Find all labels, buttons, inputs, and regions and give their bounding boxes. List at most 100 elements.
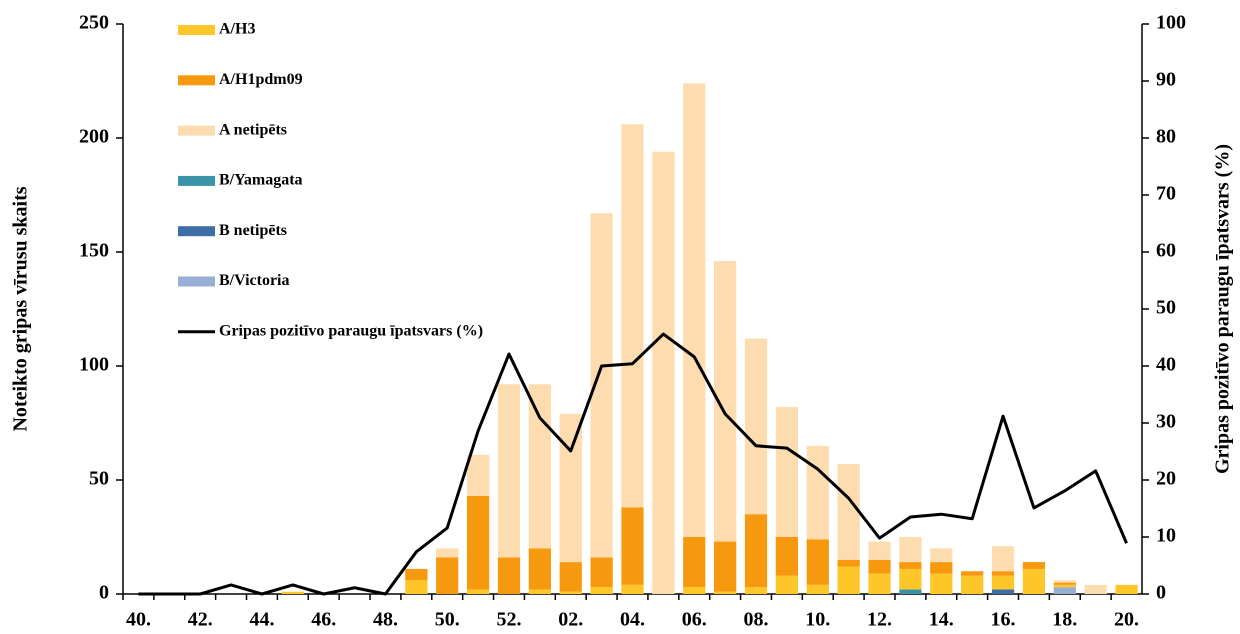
bar-segment [744, 587, 768, 594]
bar-segment [621, 507, 644, 585]
y2-tick-label: 60 [1156, 240, 1176, 262]
bar-segment [775, 537, 799, 576]
x-tick-label: 06. [682, 609, 707, 631]
x-tick-label: 40. [126, 609, 151, 631]
bar-segment [590, 213, 613, 558]
bar-segment [930, 573, 953, 594]
bar-segment [1022, 568, 1046, 594]
bar-segment [281, 591, 304, 594]
bar-segment [961, 575, 984, 594]
bar-segment [714, 261, 737, 542]
bar-segment [899, 568, 922, 590]
bar-segment [405, 580, 428, 594]
bar-segment [621, 584, 644, 594]
bar-segment [991, 589, 1015, 594]
legend-swatch [178, 25, 215, 35]
bar-segment [930, 548, 953, 563]
bar-segment [559, 413, 582, 563]
bar-segment [590, 587, 613, 594]
bar-segment [1053, 582, 1076, 585]
x-tick-label: 08. [744, 609, 769, 631]
y2-tick-label: 50 [1156, 297, 1176, 319]
bar-segment [775, 575, 799, 594]
y2-tick-label: 10 [1156, 525, 1176, 547]
bar-segment [528, 548, 551, 590]
bar-segment [806, 445, 829, 540]
bar-segment [806, 584, 829, 594]
bar-segment [1053, 587, 1076, 594]
legend-label: A/H3 [219, 21, 255, 38]
x-tick-label: 48. [373, 609, 398, 631]
bar-segment [683, 537, 706, 588]
bar-segment [1022, 562, 1046, 569]
bar-segment [559, 591, 582, 594]
bar-segment [868, 559, 891, 574]
bar-segment [899, 589, 922, 594]
x-tick-label: 04. [620, 609, 645, 631]
bar-segment [1115, 584, 1138, 594]
bar-segment [652, 151, 675, 594]
bar-segment [775, 407, 799, 537]
x-tick-label: 02. [558, 609, 583, 631]
line-series [138, 332, 1128, 596]
y-tick-label: 250 [79, 12, 109, 34]
bar-segment [744, 338, 768, 515]
bar-segment [961, 571, 984, 576]
bar-segment [714, 541, 737, 592]
x-tick-label: 44. [249, 609, 274, 631]
x-tick-label: 52. [496, 609, 521, 631]
legend-swatch [178, 75, 215, 86]
legend-swatch [178, 175, 215, 186]
y-tick-label: 100 [79, 354, 109, 376]
bar-segment [466, 454, 490, 496]
bar-segment [1084, 584, 1107, 594]
legend-label: A netipēts [219, 121, 287, 138]
bar-segment [899, 562, 922, 569]
bar-segment [868, 541, 891, 560]
legend-label: B netipēts [219, 222, 287, 239]
bar-segment [991, 546, 1015, 572]
y-tick-label: 200 [79, 126, 109, 148]
bar-segment [744, 514, 768, 588]
x-tick-label: 14. [929, 609, 954, 631]
y2-tick-label: 80 [1156, 126, 1176, 148]
y2-tick-label: 40 [1156, 354, 1176, 376]
bar-segment [497, 557, 521, 594]
bar-segment [837, 566, 860, 594]
legend-swatch [178, 125, 215, 136]
bar-segment [899, 537, 922, 563]
bar-segment [621, 124, 644, 508]
y2-tick-label: 20 [1156, 468, 1176, 490]
x-tick-label: 20. [1114, 609, 1139, 631]
legend-swatch [178, 226, 215, 237]
bar-segment [991, 575, 1015, 590]
legend-label: B/Victoria [219, 272, 290, 289]
y2-tick-label: 90 [1156, 69, 1176, 91]
bar-segment [497, 384, 521, 558]
bar-segment [683, 83, 706, 537]
y2-tick-label: 30 [1156, 411, 1176, 433]
bar-segment [528, 384, 551, 549]
bar-segment [590, 557, 613, 588]
bar-segment [991, 571, 1015, 576]
x-tick-label: 50. [435, 609, 460, 631]
bar-segment [1053, 580, 1076, 583]
legend-label: A/H1pdm09 [219, 71, 303, 88]
bar-segment [559, 562, 582, 592]
x-tick-label: 16. [991, 609, 1016, 631]
bar-segment [436, 548, 459, 558]
legend-swatch [178, 276, 215, 287]
bar-segment [1053, 584, 1076, 588]
y2-tick-label: 0 [1156, 582, 1166, 604]
x-tick-label: 10. [805, 609, 830, 631]
x-tick-label: 12. [867, 609, 892, 631]
y2-tick-label: 70 [1156, 183, 1176, 205]
y-axis-title: Noteikto gripas vīrusu skaits [10, 186, 32, 431]
bar-segment [868, 573, 891, 594]
bar-segment [405, 568, 428, 581]
bar-segment [837, 464, 860, 560]
bar-segment [806, 539, 829, 585]
bar-segment [466, 589, 490, 594]
y-tick-label: 50 [89, 468, 109, 490]
